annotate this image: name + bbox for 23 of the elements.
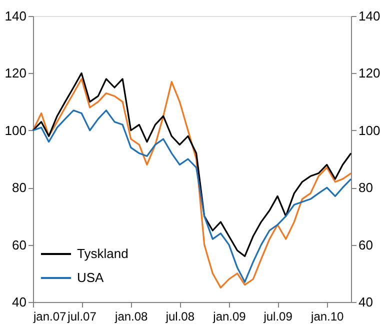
- y-tick-label: 100: [4, 122, 26, 138]
- legend-label: Tyskland: [77, 246, 128, 261]
- legend-label: USA: [77, 270, 104, 285]
- y-tick-label: 80: [12, 180, 26, 196]
- x-tick-label: jan.07: [32, 310, 67, 324]
- y-tick-label: 120: [4, 66, 26, 81]
- line-series: [32, 78, 352, 288]
- x-tick-label: jan.10: [310, 310, 344, 324]
- y-tick-label: 140: [4, 8, 26, 24]
- y2-tick-label: 140: [358, 8, 380, 24]
- y-tick-label: 40: [12, 294, 26, 310]
- line-series: [32, 110, 352, 283]
- y2-tick-label: 100: [358, 122, 380, 138]
- y-tick-label: 60: [12, 237, 26, 252]
- y2-tick-label: 60: [358, 237, 373, 252]
- x-tick-label: jan.08: [114, 310, 148, 324]
- x-tick-label: jul.07: [66, 310, 97, 324]
- x-tick-label: jul.09: [262, 310, 293, 324]
- y2-tick-label: 80: [358, 180, 373, 196]
- y2-tick-label: 120: [358, 66, 380, 81]
- x-tick-label: jan.09: [212, 310, 246, 324]
- y2-tick-label: 40: [358, 294, 373, 310]
- x-tick-label: jul.08: [164, 310, 195, 324]
